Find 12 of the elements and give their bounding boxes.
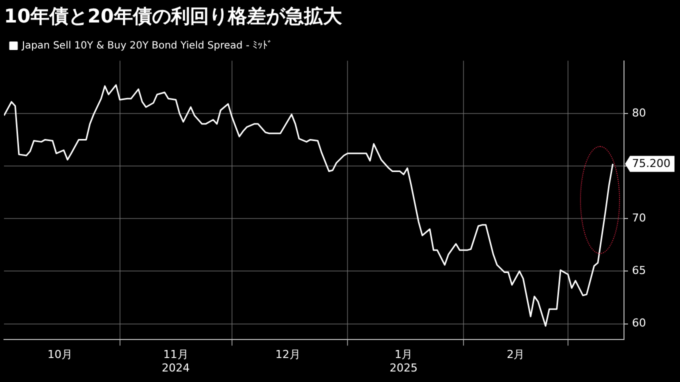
x-tick-label: 10月 bbox=[48, 348, 73, 362]
y-tick-label: 80 bbox=[632, 106, 646, 120]
x-tick-label: 2月 bbox=[506, 348, 525, 362]
x-tick-label: 11月 2024 bbox=[162, 348, 190, 374]
legend-label: Japan Sell 10Y & Buy 20Y Bond Yield Spread - ﾐｯﾄﾞ bbox=[21, 39, 273, 52]
x-tick-label: 1月 2025 bbox=[390, 348, 418, 374]
y-tick-label: 60 bbox=[632, 316, 646, 330]
y-tick-label: 65 bbox=[632, 264, 646, 278]
chart-title: 10年債と20年債の利回り格差が急拡大 bbox=[4, 5, 343, 28]
y-tick-label: 70 bbox=[632, 211, 646, 224]
data-label: 75.200 bbox=[632, 156, 671, 170]
x-tick-label: 12月 bbox=[275, 348, 300, 362]
